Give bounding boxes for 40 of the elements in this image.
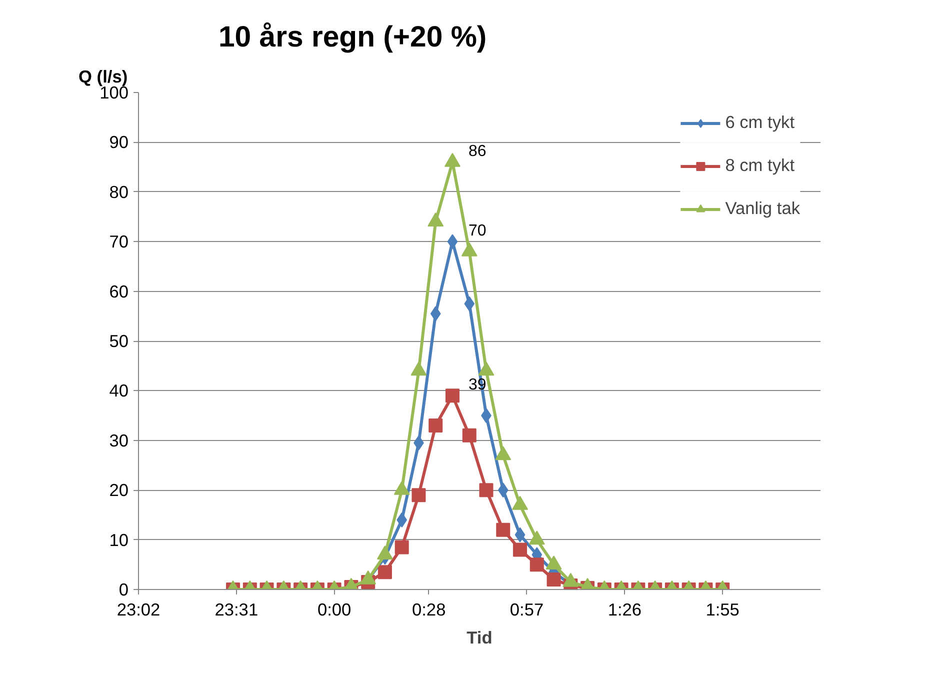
point [428, 418, 443, 432]
y-tick-label: 80 [109, 182, 129, 202]
x-axis-title: Tid [466, 628, 492, 648]
x-tick-label: 0:00 [317, 600, 352, 620]
y-tick-label: 20 [109, 480, 129, 500]
chart-title: 10 års regn (+20 %) [218, 20, 487, 54]
point [464, 296, 475, 312]
x-tick-label: 0:28 [412, 600, 446, 620]
point [394, 480, 410, 495]
point [462, 428, 476, 442]
x-tick-label: 0:57 [510, 600, 544, 620]
y-tick-label: 40 [109, 380, 129, 401]
data-label: 86 [468, 143, 486, 160]
y-tick-label: 90 [109, 132, 129, 152]
point [562, 572, 579, 587]
point [478, 362, 494, 376]
point [376, 546, 393, 560]
y-tick-label: 30 [109, 430, 129, 450]
x-tick-label: 23:02 [116, 600, 160, 620]
x-tick-label: 1:55 [706, 600, 740, 620]
point [495, 446, 512, 460]
legend-label: 6 cm tykt [725, 112, 795, 133]
y-tick-label: 70 [109, 232, 129, 252]
legend-label: 8 cm tykt [725, 155, 795, 176]
point [410, 362, 427, 376]
data-label: 70 [468, 222, 486, 240]
point [360, 570, 376, 584]
point [528, 530, 545, 545]
point [447, 234, 458, 250]
y-tick-label: 10 [109, 530, 129, 550]
x-tick-label: 1:26 [608, 600, 642, 620]
point [445, 388, 460, 403]
y-tick-label: 0 [118, 580, 129, 600]
y-tick-label: 60 [109, 281, 129, 302]
y-tick-label: 50 [109, 331, 129, 351]
point [430, 306, 441, 322]
point [546, 555, 562, 570]
x-tick-label: 23:31 [214, 600, 258, 620]
legend-label: Vanlig tak [725, 198, 800, 219]
point [512, 496, 528, 510]
